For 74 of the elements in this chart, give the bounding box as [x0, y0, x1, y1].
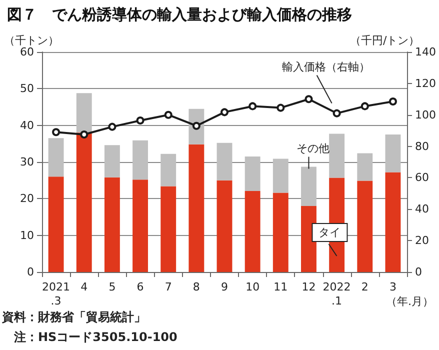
x-tick-label: 6 [136, 280, 144, 294]
point [276, 104, 285, 112]
point [248, 102, 257, 110]
point [80, 130, 88, 138]
y-tick-label: 50 [20, 82, 34, 96]
point [360, 102, 369, 110]
x-tick-label: 8 [192, 280, 200, 294]
bar [76, 132, 92, 272]
x-axis-title: （年.月） [386, 295, 434, 308]
y-tick-label: 30 [20, 156, 34, 168]
bar [244, 190, 260, 272]
x-tick-label: 9 [221, 280, 228, 294]
point [220, 108, 228, 116]
bar [188, 144, 204, 272]
bar [216, 142, 232, 180]
point [108, 122, 116, 131]
x-tick-label: 4 [80, 280, 88, 294]
bar [244, 156, 260, 191]
bar [104, 177, 120, 272]
bar [357, 153, 373, 181]
bar [104, 145, 120, 178]
bar [301, 166, 316, 206]
bar [160, 154, 176, 186]
y2-tick-label: 20 [415, 234, 430, 248]
x-tick-label: 3 [389, 280, 396, 294]
bar [357, 180, 373, 272]
y2-tick-label: 140 [415, 46, 436, 58]
point [52, 128, 60, 136]
point [388, 98, 397, 106]
y2-tick-label: 60 [415, 171, 430, 184]
x-tick-label: 11 [274, 280, 288, 294]
y2-tick-label: 0 [415, 266, 422, 278]
bar [132, 140, 148, 180]
y-tick-label: 40 [20, 118, 34, 132]
x-tick-label: 10 [246, 280, 260, 294]
y2-tick-label: 120 [415, 76, 436, 90]
x-tick-label: 2022 .1 [322, 280, 351, 308]
chart-title: 図７ でん粉誘導体の輸入量および輸入価格の推移 [7, 6, 352, 24]
bar [272, 158, 288, 193]
bar [216, 180, 232, 272]
y-tick-label: 20 [20, 192, 34, 206]
y-tick-label: 0 [27, 266, 34, 278]
point [332, 109, 341, 118]
bar [385, 172, 401, 272]
point [164, 110, 172, 119]
x-tick-label: 12 [302, 280, 316, 294]
bar [301, 206, 316, 272]
x-tick-label: 5 [108, 280, 116, 294]
series-label: その他 [296, 142, 330, 155]
series-label: タイ [318, 226, 341, 239]
bar [329, 134, 345, 178]
y2-tick-label: 40 [415, 202, 430, 216]
text: 資料：財務省「貿易統計」 [1, 310, 146, 324]
x-tick-label: 7 [164, 280, 172, 294]
bar [160, 186, 176, 272]
text: 輸入価格（右軸） [282, 60, 370, 74]
y2-tick-label: 80 [415, 140, 430, 153]
bar [76, 93, 92, 133]
y2-tick-label: 100 [415, 108, 436, 122]
y-axis-title: （千トン） [4, 34, 59, 47]
y-tick-label: 10 [20, 228, 34, 242]
y2-axis-title: （千円/トン） [350, 34, 420, 47]
point [192, 122, 200, 130]
bar [132, 180, 148, 272]
bar [48, 138, 64, 177]
x-tick-label: 2021 .3 [42, 280, 70, 308]
x-tick-label: 2 [361, 280, 368, 294]
bar [272, 192, 288, 272]
point [304, 95, 313, 104]
bar [48, 176, 64, 272]
bar [385, 134, 401, 172]
text: 注：HSコード3505.10-100 [13, 330, 178, 344]
y-tick-label: 60 [20, 46, 34, 58]
point [136, 116, 144, 125]
